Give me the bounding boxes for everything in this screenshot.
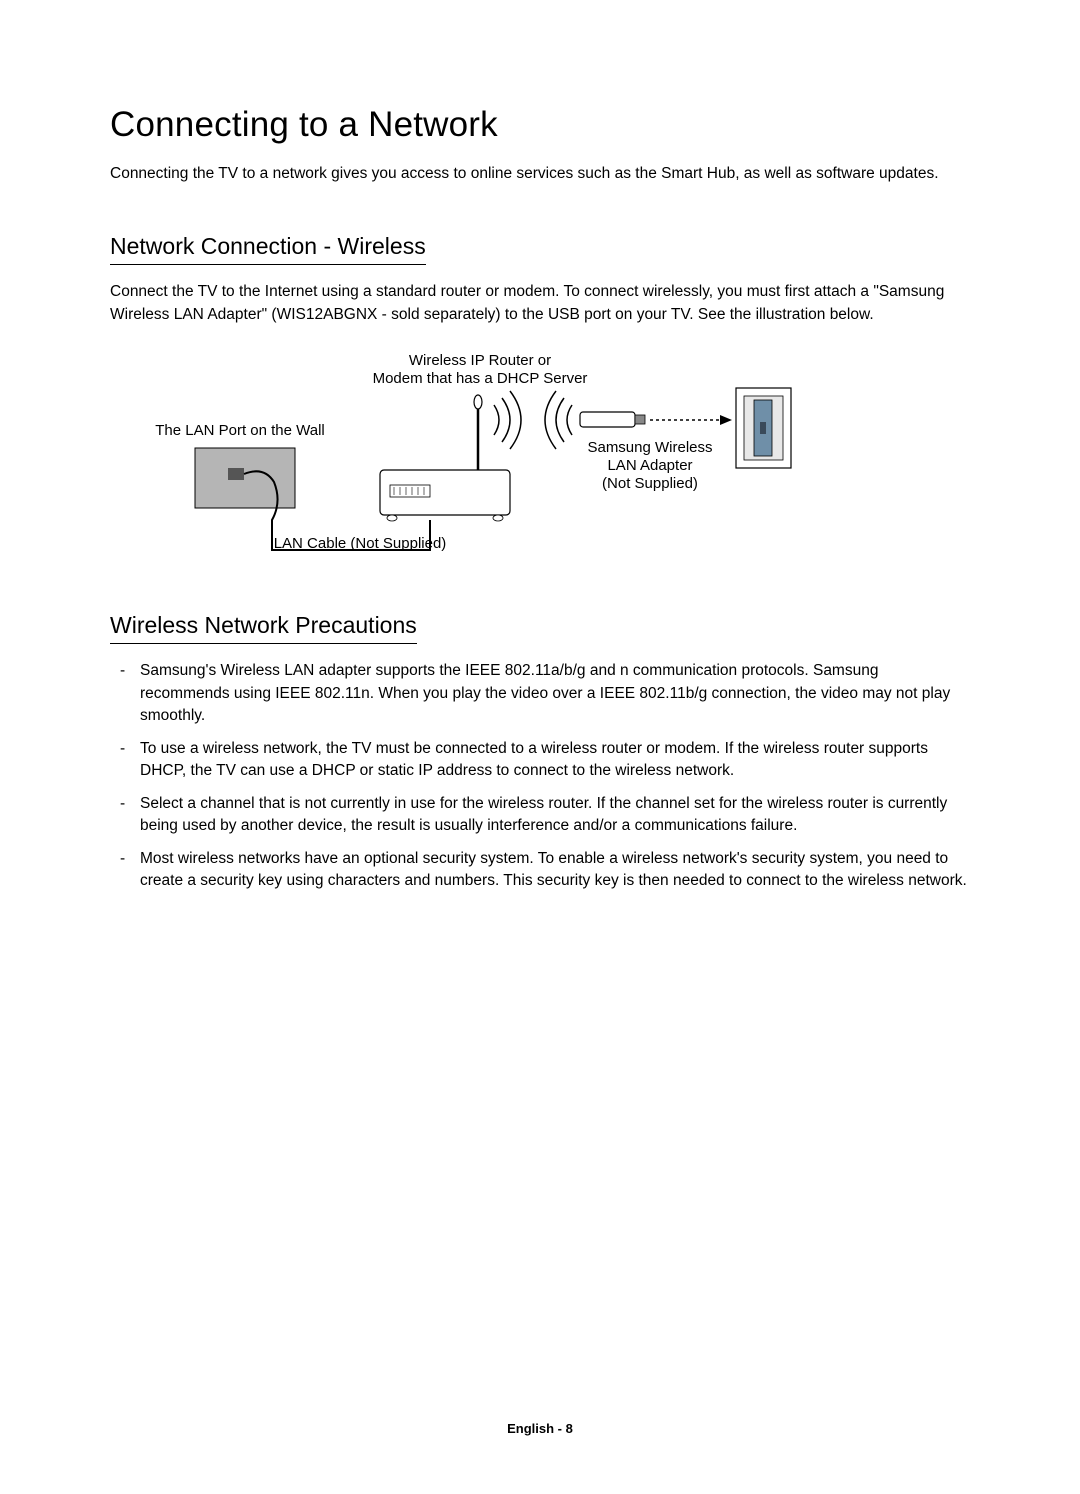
list-item: Most wireless networks have an optional … (116, 848, 972, 893)
page-title: Connecting to a Network (110, 105, 972, 145)
network-diagram: Wireless IP Router or Modem that has a D… (110, 350, 972, 570)
lan-port-icon (228, 468, 244, 480)
section-wireless-heading: Network Connection - Wireless (110, 233, 426, 265)
wifi-waves-right-icon (494, 391, 521, 449)
router-icon (380, 395, 510, 521)
diagram-adapter-label-1: Samsung Wireless (587, 439, 712, 456)
list-item: Select a channel that is not currently i… (116, 793, 972, 838)
diagram-router-label-1: Wireless IP Router or (409, 352, 551, 369)
page-footer: English - 8 (0, 1421, 1080, 1436)
usb-adapter-icon (580, 412, 645, 427)
list-item: To use a wireless network, the TV must b… (116, 738, 972, 783)
arrow-icon (650, 415, 732, 425)
list-item: Samsung's Wireless LAN adapter supports … (116, 660, 972, 727)
wifi-waves-left-icon (545, 391, 572, 449)
intro-text: Connecting the TV to a network gives you… (110, 163, 972, 185)
diagram-router-label-2: Modem that has a DHCP Server (373, 370, 588, 387)
tv-icon (736, 388, 791, 468)
diagram-adapter-label-2: LAN Adapter (607, 457, 692, 474)
diagram-lanport-label: The LAN Port on the Wall (155, 422, 325, 439)
diagram-adapter-label-3: (Not Supplied) (602, 475, 698, 492)
section-wireless-para: Connect the TV to the Internet using a s… (110, 281, 972, 326)
section-precautions-heading: Wireless Network Precautions (110, 612, 417, 644)
wall-plate-icon (195, 448, 295, 508)
diagram-cable-label: LAN Cable (Not Supplied) (274, 535, 447, 552)
precautions-list: Samsung's Wireless LAN adapter supports … (110, 660, 972, 892)
